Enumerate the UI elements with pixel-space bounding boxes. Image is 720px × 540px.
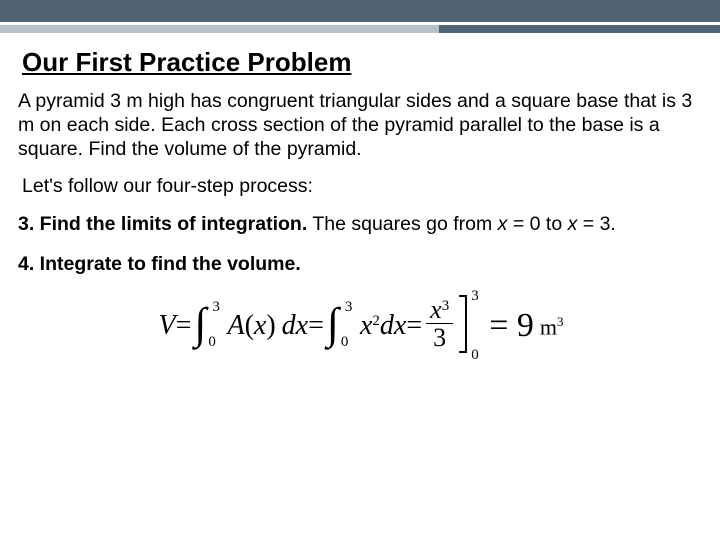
eq-equals-2: = <box>308 309 324 343</box>
eq-x-1: x <box>254 310 266 341</box>
step-3-eq0: = 0 to <box>507 213 567 235</box>
eq-x-2-pow: 2 <box>372 313 380 329</box>
eq-unit: m3 <box>540 314 564 341</box>
eq-result: = 9 <box>489 305 534 346</box>
eq-close-1: ) <box>266 310 275 341</box>
header-bar-dark <box>0 0 720 22</box>
eval-upper: 3 <box>471 287 479 305</box>
eq-fraction: x3 3 <box>426 296 453 352</box>
header-bar-light <box>0 25 439 33</box>
eval-bracket-shape <box>459 295 467 353</box>
int1-upper: 3 <box>212 298 220 316</box>
eq-dx-2: dx <box>380 310 406 341</box>
equation-container: V = ∫ 3 0 A(x)dx = ∫ 3 0 x2dx = x3 <box>18 297 704 355</box>
frac-den: 3 <box>429 324 450 351</box>
eq-integral-1: ∫ 3 0 <box>194 304 206 348</box>
eq-equals-3: = <box>406 309 422 343</box>
process-intro: Let's follow our four-step process: <box>18 175 704 199</box>
step-3: 3. Find the limits of integration. The s… <box>18 213 704 237</box>
eq-x-2: x <box>360 310 372 341</box>
int2-upper: 3 <box>345 298 353 316</box>
integral-symbol-2: ∫ <box>327 302 339 346</box>
eq-unit-m: m <box>540 314 557 339</box>
step-3-var-x2: x <box>568 213 578 235</box>
step-3-var-x1: x <box>498 213 508 235</box>
frac-num-pow: 3 <box>442 298 450 314</box>
int2-lower: 0 <box>341 333 349 351</box>
header-decoration <box>0 0 720 33</box>
eq-integrand-2: x2dx <box>360 309 406 343</box>
eq-unit-pow: 3 <box>557 314 564 329</box>
eq-V: V <box>159 309 176 343</box>
page-title: Our First Practice Problem <box>22 47 720 78</box>
eq-equals-1: = <box>176 309 192 343</box>
step-3-label: 3. Find the limits of integration. <box>18 213 307 235</box>
step-3-text-a: The squares go from <box>307 213 497 235</box>
int1-lower: 0 <box>208 333 216 351</box>
content-area: A pyramid 3 m high has congruent triangu… <box>0 90 720 355</box>
header-bar-split <box>0 25 720 33</box>
eq-integrand-1: A(x)dx <box>227 309 308 343</box>
problem-statement: A pyramid 3 m high has congruent triangu… <box>18 90 704 161</box>
eq-open-1: ( <box>245 310 254 341</box>
step-4-label: 4. Integrate to find the volume. <box>18 253 301 275</box>
step-4: 4. Integrate to find the volume. <box>18 253 704 277</box>
integral-symbol-1: ∫ <box>194 302 206 346</box>
frac-num-x: x <box>430 295 442 324</box>
header-bar-accent <box>439 25 720 33</box>
step-3-eq3: = 3. <box>577 213 616 235</box>
frac-num: x3 <box>426 296 453 323</box>
eq-integral-2: ∫ 3 0 <box>327 304 339 348</box>
volume-equation: V = ∫ 3 0 A(x)dx = ∫ 3 0 x2dx = x3 <box>159 297 564 355</box>
eq-eval-bracket: 3 0 <box>459 297 467 355</box>
eval-lower: 0 <box>471 346 479 364</box>
eq-dx-1: dx <box>282 310 308 341</box>
eq-A: A <box>227 310 244 341</box>
